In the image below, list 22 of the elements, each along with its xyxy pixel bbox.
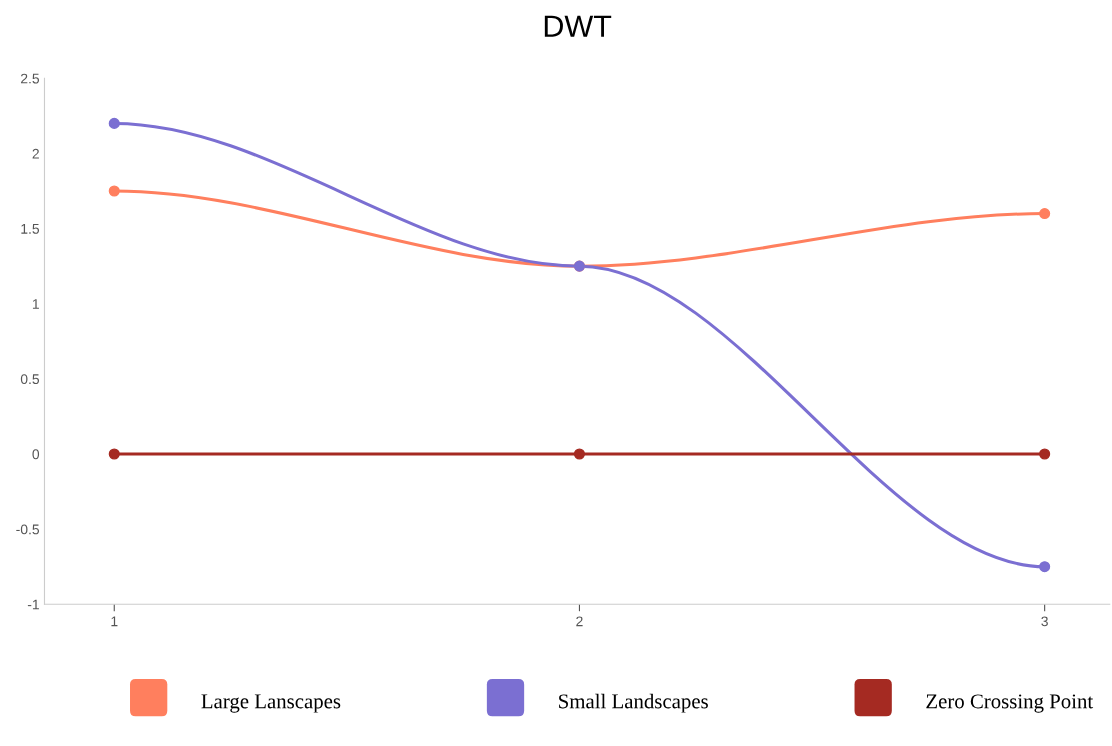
legend-label: Zero Crossing Point [926, 694, 1094, 713]
y-tick-label: 0 [32, 449, 40, 460]
y-tick-label: 0.5 [20, 374, 40, 385]
y-tick-label: 2.5 [21, 73, 40, 84]
y-tick-label: 1.5 [21, 224, 40, 234]
x-tick-label: 3 [1041, 616, 1048, 627]
point [1039, 448, 1051, 460]
point [1039, 561, 1051, 573]
legend-label: Small Landscapes [559, 693, 708, 713]
chart-title: DWT [544, 15, 612, 37]
y-tick-label: -0.5 [16, 524, 40, 535]
point [108, 448, 120, 460]
point [108, 185, 120, 197]
y-tick-label: 2 [32, 148, 39, 159]
point [573, 448, 586, 460]
point [108, 117, 120, 129]
point [1039, 208, 1051, 220]
x-tick-label: 2 [576, 616, 583, 627]
x-tick-label: 1 [111, 616, 118, 627]
y-tick-label: -1 [27, 599, 39, 610]
legend-label: Large Lanscapes [201, 694, 341, 713]
y-tick-label: 1 [32, 299, 39, 309]
